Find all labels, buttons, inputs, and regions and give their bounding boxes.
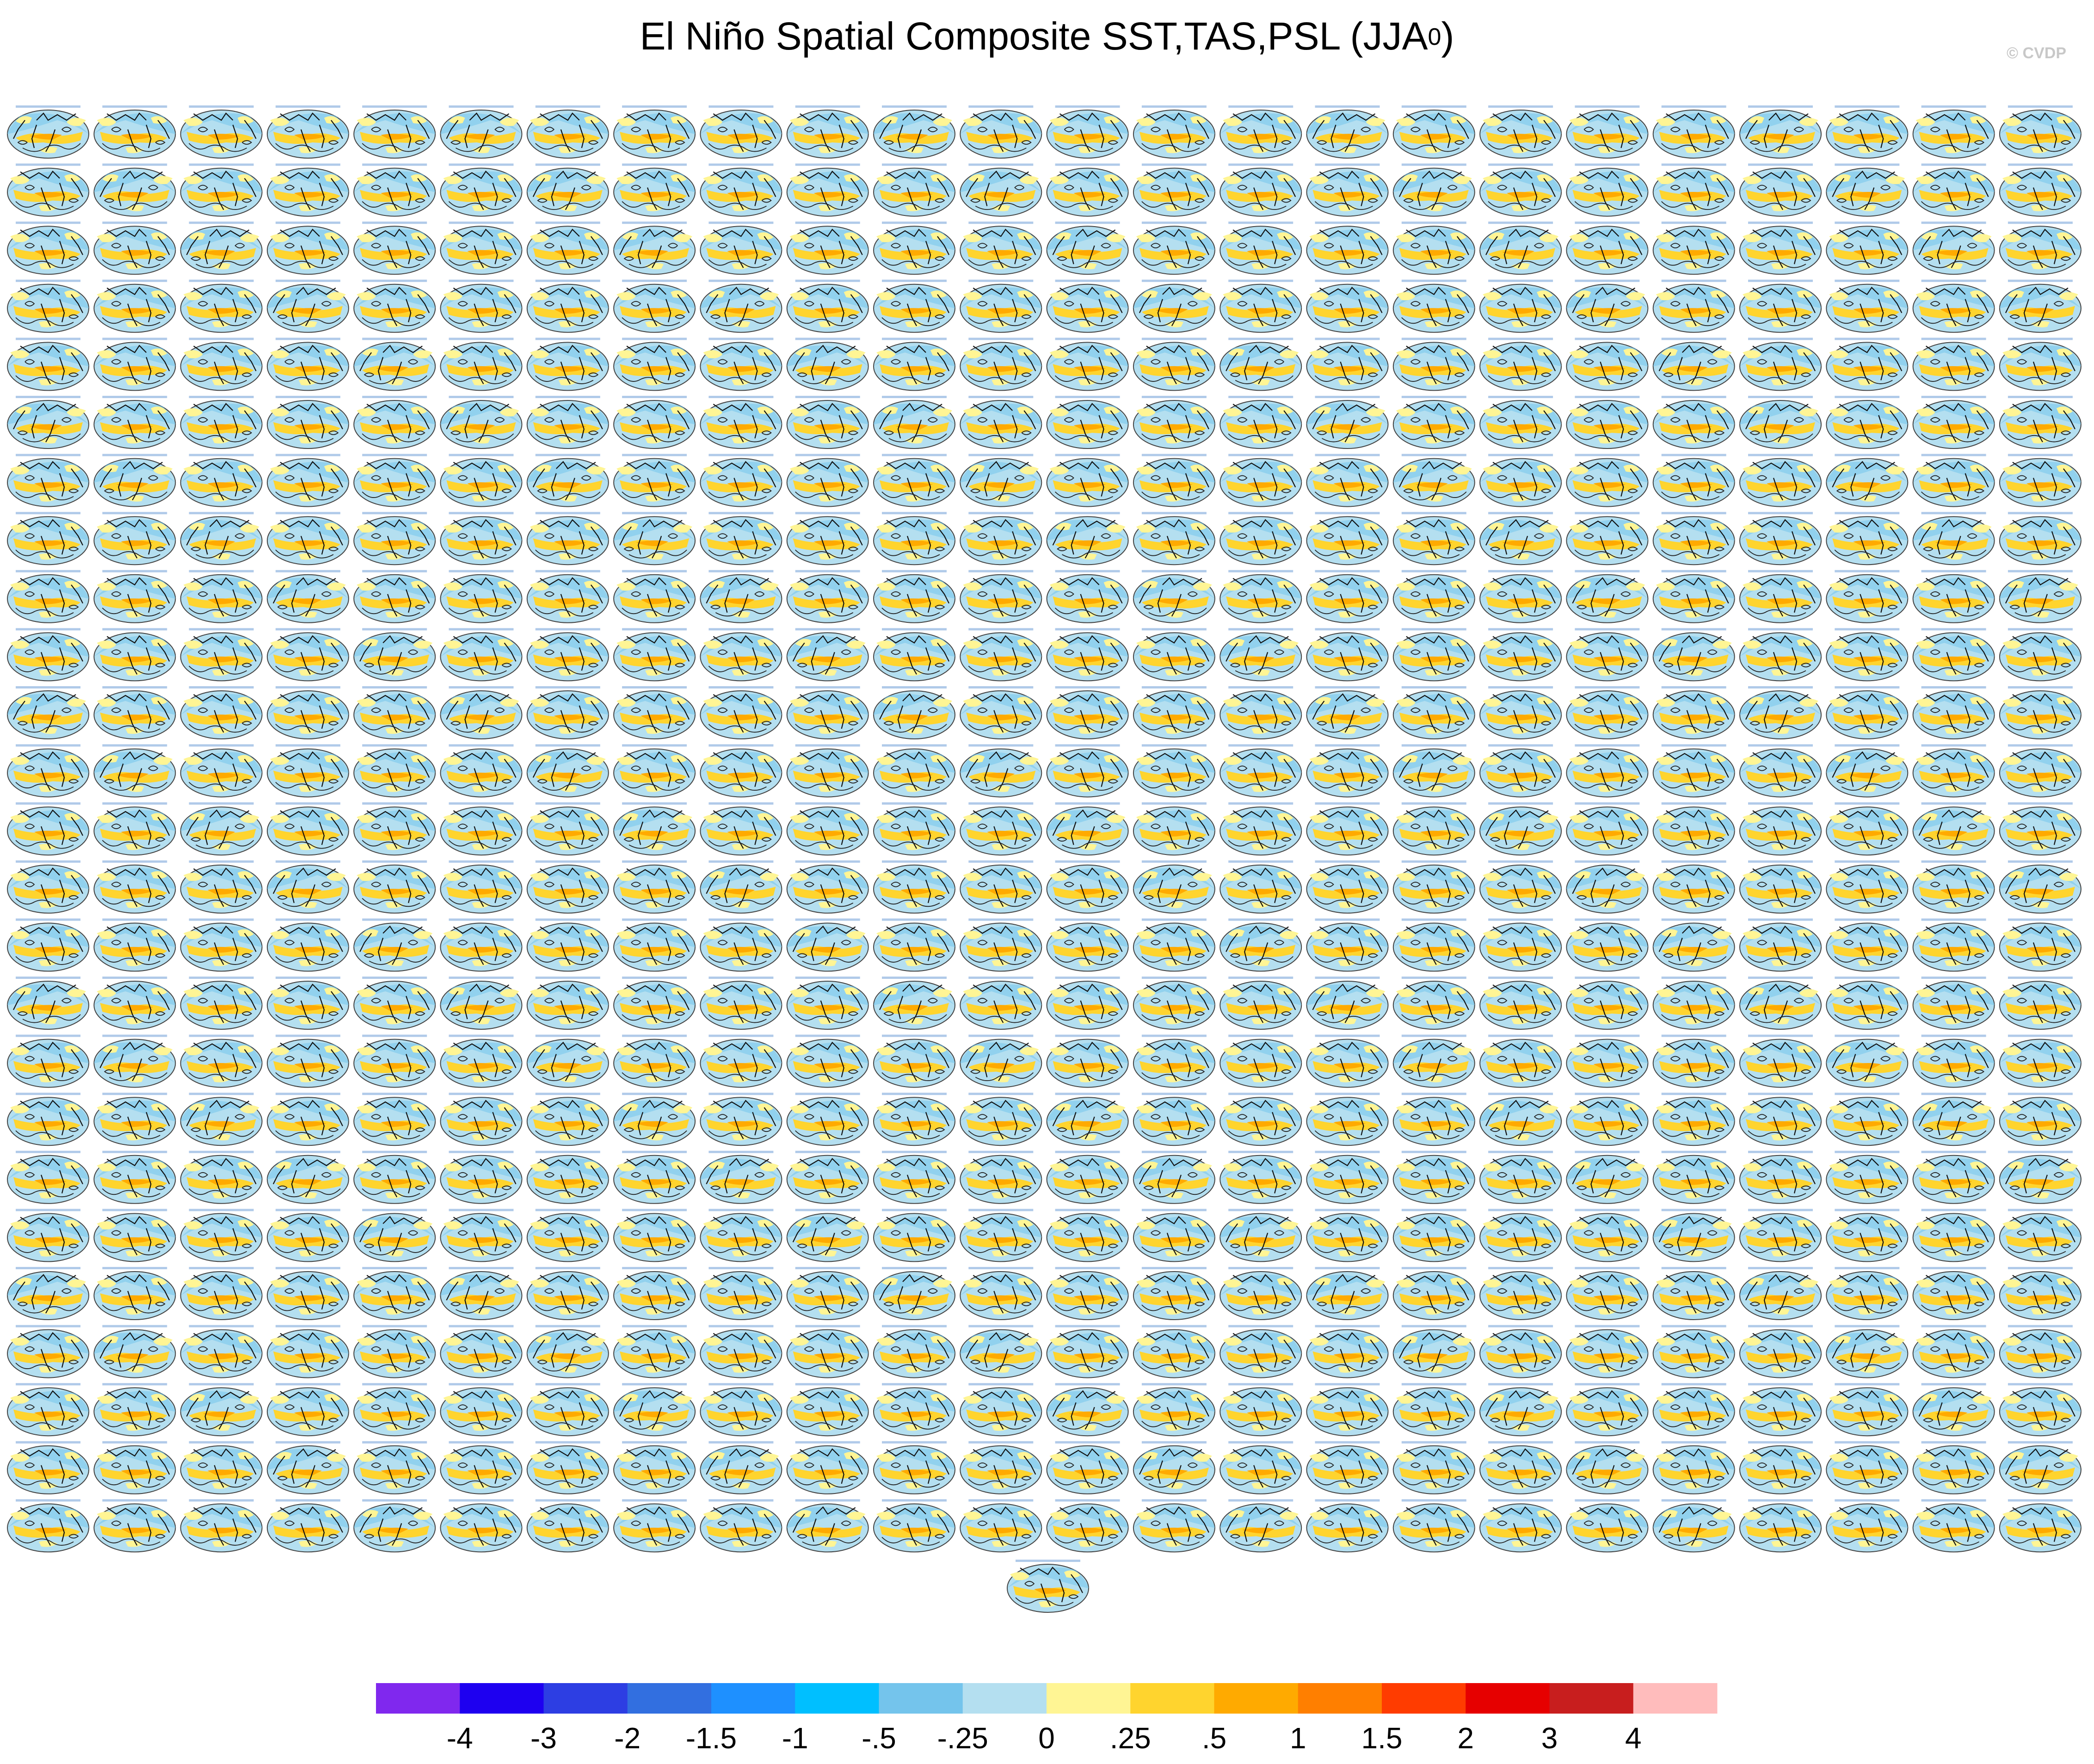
colorbar-tick-label: -.25 (937, 1721, 988, 1755)
watermark: © CVDP (2007, 44, 2066, 62)
colorbar-box (879, 1683, 963, 1714)
colorbar-box (376, 1683, 460, 1714)
colorbar-tick-label: 1 (1290, 1721, 1306, 1755)
colorbar-box (1382, 1683, 1466, 1714)
colorbar-box (1214, 1683, 1299, 1714)
colorbar-box (962, 1683, 1047, 1714)
colorbar-tick-label: 4 (1625, 1721, 1642, 1755)
colorbar-tick-label: -.5 (862, 1721, 896, 1755)
colorbar-box (1130, 1683, 1214, 1714)
colorbar-tick-label: .5 (1202, 1721, 1226, 1755)
colorbar-box (627, 1683, 712, 1714)
title-close: ) (1441, 14, 1454, 58)
colorbar-tick-label: -1.5 (686, 1721, 737, 1755)
colorbar-box (460, 1683, 544, 1714)
colorbar-tick-label: 0 (1038, 1721, 1055, 1755)
colorbar-tick-label: -2 (614, 1721, 641, 1755)
title-main: El Niño Spatial Composite SST,TAS,PSL (J… (640, 14, 1428, 58)
colorbar-box (543, 1683, 628, 1714)
page-title: El Niño Spatial Composite SST,TAS,PSL (J… (0, 14, 2094, 59)
colorbar-tick-label: -4 (447, 1721, 473, 1755)
colorbar-box (795, 1683, 879, 1714)
colorbar-tick-label: 3 (1541, 1721, 1558, 1755)
colorbar-tick-label: -1 (782, 1721, 808, 1755)
colorbar-tick-label: -3 (530, 1721, 557, 1755)
colorbar-box (1047, 1683, 1131, 1714)
colorbar-box (1549, 1683, 1634, 1714)
colorbar-tick-label: 2 (1457, 1721, 1474, 1755)
colorbar-box (1633, 1683, 1718, 1714)
title-superscript: 0 (1428, 24, 1441, 50)
colorbar-box (711, 1683, 795, 1714)
colorbar-tick-label: .25 (1110, 1721, 1151, 1755)
colorbar-box (1298, 1683, 1382, 1714)
colorbar-box (1466, 1683, 1550, 1714)
colorbar-tick-label: 1.5 (1361, 1721, 1403, 1755)
